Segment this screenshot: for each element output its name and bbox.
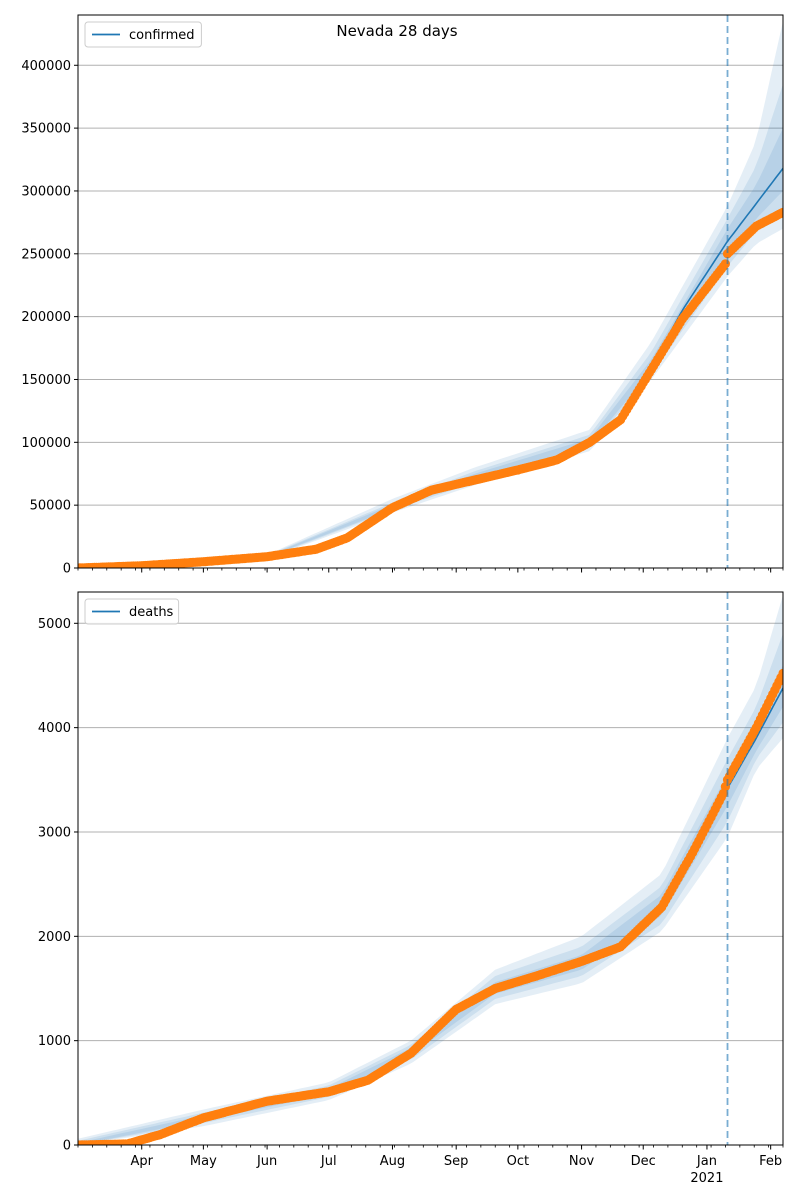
y-tick-label: 150000 — [21, 373, 71, 388]
y-tick-label: 5000 — [38, 617, 71, 632]
y-tick-label: 0 — [63, 1139, 71, 1154]
x-tick-label: Jul — [320, 1154, 337, 1169]
legend-label: confirmed — [129, 28, 195, 43]
y-tick-label: 300000 — [21, 184, 71, 199]
y-tick-label: 4000 — [38, 721, 71, 736]
x-tick-label: Aug — [380, 1154, 405, 1169]
legend-label: deaths — [129, 605, 174, 620]
x-tick-label: Sep — [444, 1154, 469, 1169]
observed-point — [720, 259, 731, 269]
y-tick-label: 50000 — [30, 499, 71, 514]
legend: confirmed — [84, 21, 202, 48]
x-tick-label: Jan — [696, 1154, 717, 1169]
plot-area — [78, 595, 783, 1145]
observed-points — [78, 207, 783, 568]
plot-area — [78, 21, 783, 568]
model-line — [78, 167, 783, 568]
x-tick-label: Oct — [507, 1154, 529, 1169]
legend-box — [84, 598, 180, 625]
legend: deaths — [84, 598, 180, 625]
y-tick-label: 200000 — [21, 310, 71, 325]
x-tick-label: Apr — [130, 1154, 153, 1169]
y-tick-label: 3000 — [38, 825, 71, 840]
model-line — [78, 687, 783, 1145]
y-tick-label: 350000 — [21, 122, 71, 137]
x-tick-label: Jun — [256, 1154, 277, 1169]
uncertainty-band — [78, 128, 783, 568]
deaths-panel: 0 1000 2000 3000 4000 5000 Apr May Jun Jul Aug Sep O… — [38, 591, 784, 1186]
x-tick-label: May — [190, 1154, 217, 1169]
chart-title: Nevada 28 days — [336, 22, 457, 40]
legend-box — [84, 21, 202, 48]
axes-frame — [77, 14, 784, 569]
y-tick-label: 100000 — [21, 436, 71, 451]
y-tick-label: 400000 — [21, 59, 71, 74]
x-tick-label: Nov — [569, 1154, 595, 1169]
y-tick-label: 2000 — [38, 930, 71, 945]
y-tick-label: 0 — [63, 562, 71, 577]
observed-point — [778, 207, 783, 217]
observed-points — [78, 668, 783, 1145]
x-year-label: 2021 — [690, 1171, 723, 1186]
uncertainty-band — [78, 633, 783, 1145]
x-tick-label: Feb — [759, 1154, 782, 1169]
axes-frame — [77, 591, 784, 1146]
x-tick-label: Dec — [631, 1154, 656, 1169]
y-tick-label: 250000 — [21, 247, 71, 262]
y-tick-label: 1000 — [38, 1034, 71, 1049]
observed-point — [778, 668, 783, 678]
confirmed-panel: 0 50000 100000 150000 200000 250000 300000 3500… — [21, 14, 784, 577]
